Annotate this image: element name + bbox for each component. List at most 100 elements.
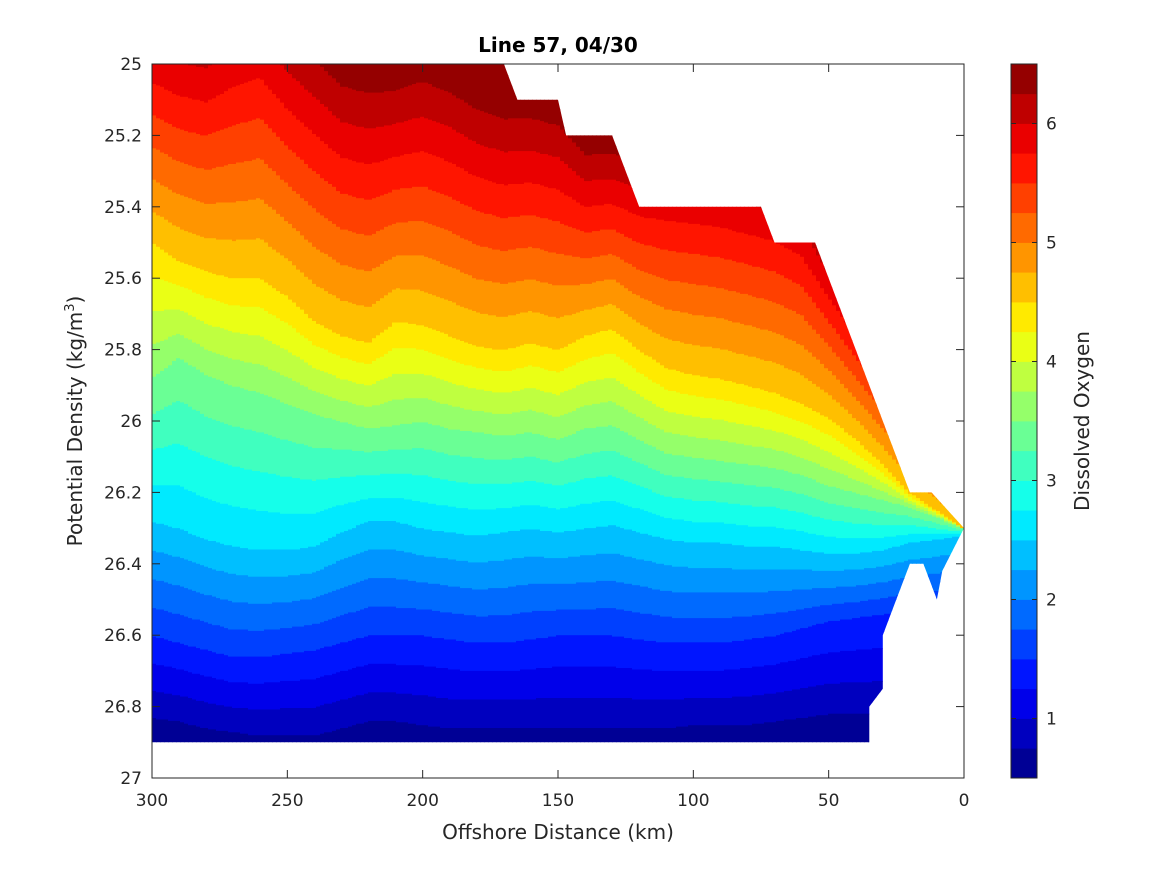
contour-band-segment bbox=[496, 728, 501, 743]
contour-band-segment bbox=[280, 708, 285, 736]
contour-band-segment bbox=[660, 365, 665, 388]
contour-band-segment bbox=[448, 612, 453, 641]
contour-band-segment bbox=[152, 485, 157, 523]
contour-band-segment bbox=[404, 64, 409, 88]
contour-band-segment bbox=[924, 423, 929, 438]
contour-band-segment bbox=[804, 459, 809, 478]
contour-band-segment bbox=[596, 426, 601, 453]
contour-band-segment bbox=[456, 669, 461, 701]
contour-band-segment bbox=[272, 132, 277, 172]
contour-band-segment bbox=[328, 448, 333, 479]
contour-band-segment bbox=[392, 399, 397, 426]
contour-band-segment bbox=[552, 64, 557, 125]
contour-band-segment bbox=[740, 262, 745, 295]
contour-band-segment bbox=[344, 265, 349, 302]
contour-band-segment bbox=[288, 549, 293, 576]
contour-band-segment bbox=[536, 583, 541, 612]
contour-band-segment bbox=[712, 568, 717, 593]
contour-band-segment bbox=[812, 356, 817, 385]
contour-band-segment bbox=[480, 111, 485, 146]
contour-band-segment bbox=[668, 496, 673, 519]
contour-band-segment bbox=[380, 92, 385, 128]
contour-band-segment bbox=[536, 389, 541, 413]
contour-band-segment bbox=[364, 385, 369, 408]
contour-band-segment bbox=[452, 64, 457, 96]
contour-band-segment bbox=[192, 725, 197, 743]
contour-band-segment bbox=[160, 523, 165, 553]
contour-band-segment bbox=[188, 365, 193, 408]
contour-band-segment bbox=[780, 365, 785, 398]
contour-band-segment bbox=[176, 358, 181, 402]
contour-band-segment bbox=[492, 615, 497, 643]
contour-band-segment bbox=[840, 473, 845, 491]
contour-band-segment bbox=[604, 179, 609, 205]
contour-band-segment bbox=[208, 568, 213, 596]
contour-band-segment bbox=[848, 306, 853, 329]
contour-band-segment bbox=[164, 485, 169, 526]
contour-band-segment bbox=[260, 656, 265, 685]
contour-band-segment bbox=[916, 511, 921, 519]
contour-band-segment bbox=[272, 512, 277, 551]
contour-band-segment bbox=[548, 558, 553, 585]
contour-band-segment bbox=[496, 349, 501, 372]
contour-band-segment bbox=[624, 529, 629, 558]
contour-band-segment bbox=[428, 503, 433, 531]
contour-band-segment bbox=[564, 483, 569, 509]
contour-band-segment bbox=[396, 608, 401, 636]
contour-band-segment bbox=[684, 343, 689, 375]
contour-band-segment bbox=[644, 613, 649, 642]
contour-band-segment bbox=[388, 259, 393, 293]
contour-band-segment bbox=[660, 590, 665, 618]
contour-band-segment bbox=[556, 583, 561, 611]
contour-band-segment bbox=[196, 700, 201, 728]
contour-band-segment bbox=[160, 311, 165, 342]
contour-band-segment bbox=[192, 166, 197, 201]
contour-band-segment bbox=[260, 735, 265, 743]
colorbar-swatch bbox=[1011, 659, 1037, 690]
contour-band-segment bbox=[312, 64, 317, 98]
contour-band-segment bbox=[880, 538, 885, 552]
contour-band-segment bbox=[528, 279, 533, 312]
contour-band-segment bbox=[552, 371, 557, 395]
contour-band-segment bbox=[368, 428, 373, 453]
contour-band-segment bbox=[280, 653, 285, 682]
contour-band-segment bbox=[480, 313, 485, 348]
contour-band-segment bbox=[584, 258, 589, 285]
contour-band-segment bbox=[592, 635, 597, 668]
contour-band-segment bbox=[232, 602, 237, 631]
contour-band-segment bbox=[212, 678, 217, 705]
contour-band-segment bbox=[480, 432, 485, 459]
contour-band-segment bbox=[780, 633, 785, 663]
contour-band-segment bbox=[620, 182, 625, 209]
contour-band-segment bbox=[936, 713, 941, 743]
contour-band-segment bbox=[288, 628, 293, 655]
contour-band-segment bbox=[864, 509, 869, 525]
contour-band-segment bbox=[912, 518, 917, 526]
contour-band-segment bbox=[236, 85, 241, 125]
contour-band-segment bbox=[268, 735, 273, 743]
contour-band-segment bbox=[552, 485, 557, 509]
contour-band-segment bbox=[616, 356, 621, 382]
contour-band-segment bbox=[412, 422, 417, 449]
colorbar-tick-label: 2 bbox=[1046, 591, 1057, 611]
contour-band-segment bbox=[596, 332, 601, 358]
contour-band-segment bbox=[504, 642, 509, 672]
colorbar-tick-label: 3 bbox=[1046, 472, 1057, 492]
contour-band-segment bbox=[696, 592, 701, 619]
contour-band-segment bbox=[924, 511, 929, 515]
contour-band-segment bbox=[820, 588, 825, 606]
contour-band-segment bbox=[948, 472, 953, 483]
contour-band-segment bbox=[604, 331, 609, 355]
contour-band-segment bbox=[736, 525, 741, 546]
contour-band-segment bbox=[832, 553, 837, 572]
contour-band-segment bbox=[592, 728, 597, 743]
contour-band-segment bbox=[200, 496, 205, 539]
chart-title: Line 57, 04/30 bbox=[478, 33, 638, 57]
contour-band-segment bbox=[856, 569, 861, 586]
contour-band-segment bbox=[340, 122, 345, 159]
contour-band-segment bbox=[892, 536, 897, 548]
contour-band-segment bbox=[904, 535, 909, 545]
contour-band-segment bbox=[592, 381, 597, 405]
contour-band-segment bbox=[516, 64, 521, 119]
contour-band-segment bbox=[364, 92, 369, 129]
